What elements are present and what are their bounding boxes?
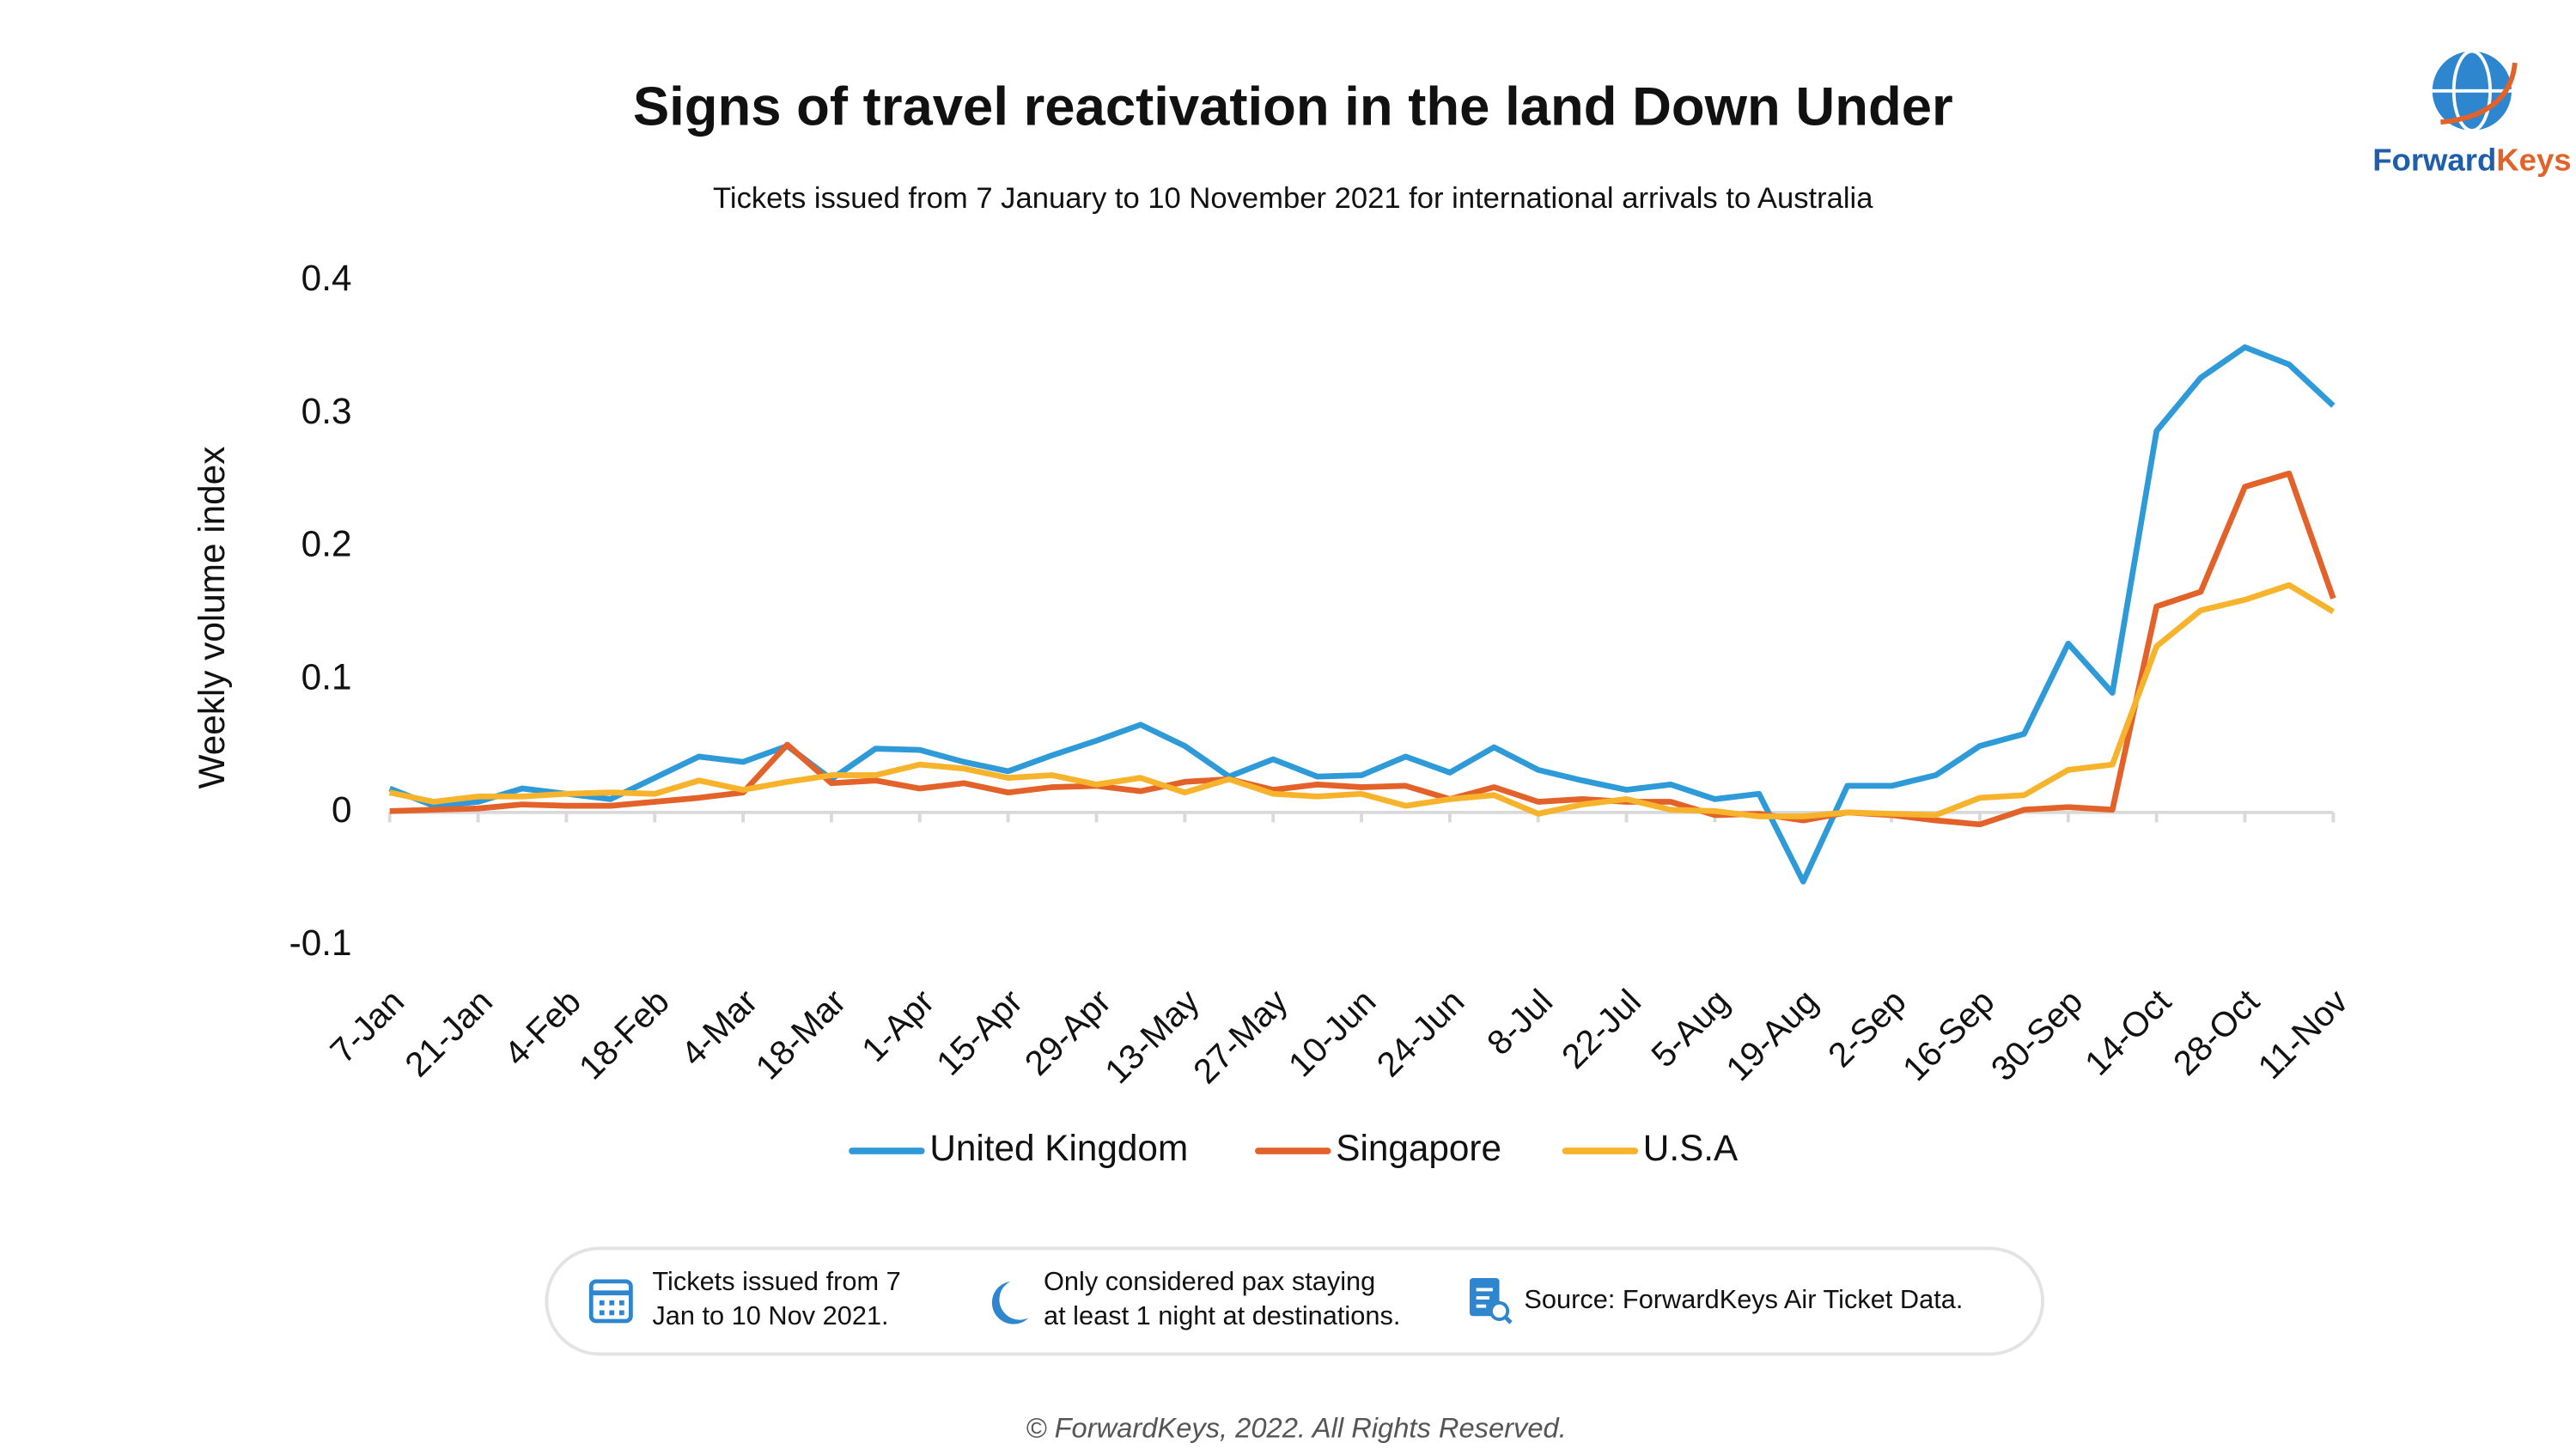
document-icon [1469,1277,1513,1324]
series-line [389,470,2336,828]
x-tick-label: 19-Aug [1718,982,1825,1089]
legend-label: United Kingdom [929,1128,1188,1168]
chart-title: Signs of travel reactivation in the land… [633,77,1953,137]
copyright: © ForwardKeys, 2022. All Rights Reserved… [1026,1411,1566,1443]
x-tick-label: 14-Oct [2077,982,2178,1083]
series-line [389,581,2335,819]
x-tick-label: 18-Mar [747,982,853,1087]
logo-text-forward: Forward [2372,142,2496,177]
x-tick-label: 28-Oct [2165,982,2267,1083]
legend-label: Singapore [1336,1128,1501,1168]
x-tick-label: 18-Feb [571,982,677,1087]
y-tick-label: 0.4 [301,258,352,298]
x-tick-label: 11-Nov [2250,981,2355,1087]
y-tick-label: 0 [332,789,352,830]
legend-item: United Kingdom [849,1128,1188,1168]
y-tick-label: -0.1 [289,922,352,963]
moon-icon [991,1281,1029,1324]
x-tick-label: 13-May [1097,981,1207,1091]
y-tick-label: 0.1 [301,656,352,697]
y-tick-label: 0.2 [301,524,352,564]
x-tick-label: 24-Jun [1369,982,1472,1085]
y-axis-label: Weekly volume index [192,447,232,789]
x-tick-label: 15-Apr [929,982,1030,1083]
logo-text: ForwardKeys [2372,142,2571,177]
y-tick-label: 0.3 [301,391,352,431]
x-tick-label: 16-Sep [1895,982,2002,1089]
calendar-icon [588,1279,633,1324]
x-tick-label: 1-Apr [854,982,941,1069]
legend-item: U.S.A [1562,1128,1739,1168]
info-text: Tickets issued from 7 [652,1266,900,1296]
x-tick-label: 27-May [1185,981,1295,1091]
info-text: Source: ForwardKeys Air Ticket Data. [1524,1284,1963,1314]
x-tick-label: 30-Sep [1983,982,2091,1089]
series-line [388,344,2335,885]
x-tick-label: 22-Jul [1554,982,1648,1076]
legend-item: Singapore [1255,1128,1501,1168]
chart-subtitle: Tickets issued from 7 January to 10 Nove… [713,182,1873,215]
legend-label: U.S.A [1643,1128,1739,1168]
logo-text-keys: Keys [2496,142,2571,177]
logo: ForwardKeys [2372,49,2572,177]
info-text: Only considered pax staying [1044,1266,1375,1296]
logo-swoosh [2440,62,2518,125]
x-tick-label: 21-Jan [397,982,500,1085]
x-tick-label: 10-Jun [1281,982,1384,1085]
info-text: Jan to 10 Nov 2021. [652,1300,888,1330]
x-tick-label: 8-Jul [1479,982,1560,1062]
info-text: at least 1 night at destinations. [1044,1300,1400,1330]
info-box [545,1246,2044,1356]
